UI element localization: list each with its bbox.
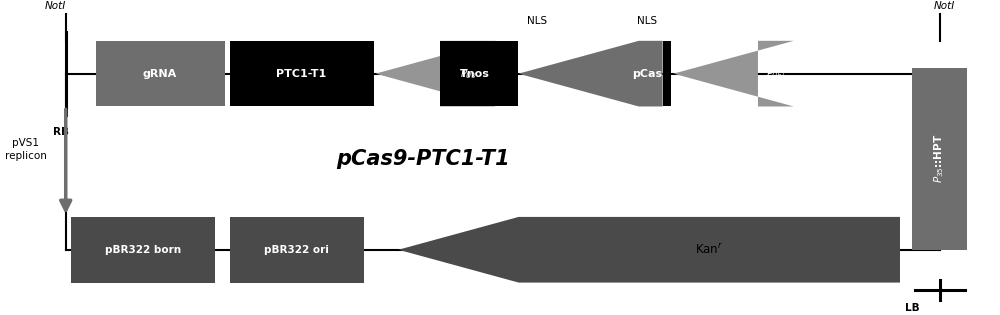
Bar [230, 217, 364, 283]
Text: $\mathit{P}_{35}$::HPT: $\mathit{P}_{35}$::HPT [932, 134, 946, 183]
Text: PTC1-T1: PTC1-T1 [276, 69, 327, 79]
Text: NotI: NotI [934, 1, 955, 11]
Text: pBR322 ori: pBR322 ori [264, 245, 329, 255]
Text: NotI: NotI [45, 1, 66, 11]
Text: LB: LB [905, 303, 919, 313]
Text: NLS: NLS [527, 16, 548, 26]
Bar [912, 68, 967, 250]
Text: pVS1
replicon: pVS1 replicon [5, 138, 47, 161]
Polygon shape [398, 217, 900, 283]
Text: gRNA: gRNA [143, 69, 177, 79]
Text: Kan$^r$: Kan$^r$ [695, 243, 723, 257]
Bar [510, 41, 518, 106]
Polygon shape [674, 41, 794, 106]
Text: NLS: NLS [637, 16, 657, 26]
Text: $\mathit{P}_{Ubi}$: $\mathit{P}_{Ubi}$ [766, 67, 785, 81]
Text: Tnos: Tnos [460, 69, 490, 79]
Bar [663, 41, 671, 106]
Text: pCas9: pCas9 [632, 69, 670, 79]
Bar [230, 41, 374, 106]
Text: RB: RB [53, 127, 69, 137]
Polygon shape [519, 41, 663, 106]
Bar [71, 217, 215, 283]
Bar [96, 41, 225, 106]
Bar [440, 41, 510, 106]
Text: $\mathit{P}_{U3}$: $\mathit{P}_{U3}$ [460, 67, 476, 81]
Text: pBR322 born: pBR322 born [105, 245, 181, 255]
Text: pCas9-PTC1-T1: pCas9-PTC1-T1 [336, 149, 510, 169]
Polygon shape [376, 41, 496, 106]
